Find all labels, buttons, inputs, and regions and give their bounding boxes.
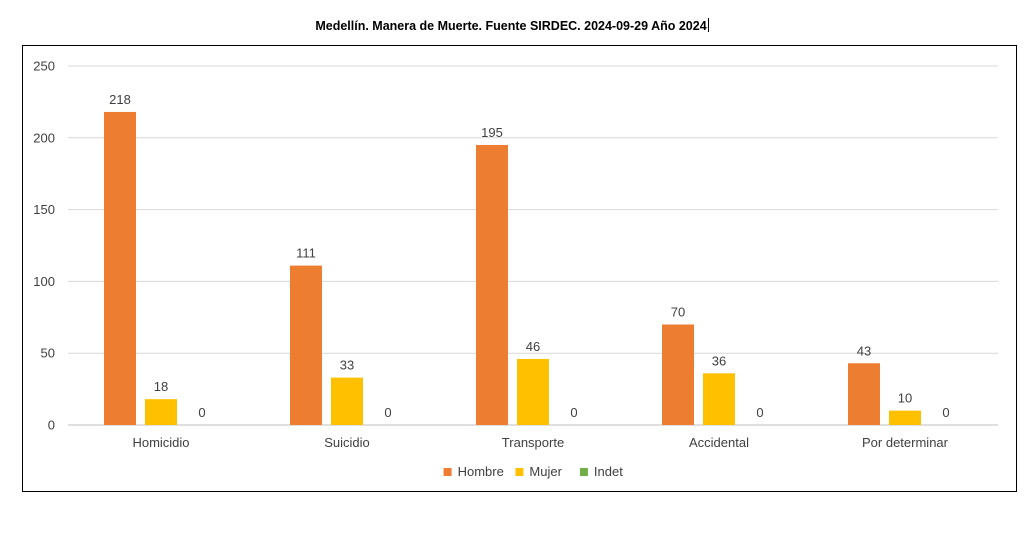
legend-swatch [579,468,588,476]
x-tick-label: Suicidio [324,435,370,450]
data-label: 0 [570,405,577,420]
y-tick-label: 250 [33,59,55,74]
bar [889,410,921,425]
x-tick-label: Accidental [689,435,749,450]
legend-swatch [443,468,452,476]
data-label: 70 [671,304,685,319]
data-label: 18 [154,379,168,394]
y-tick-label: 50 [41,346,55,361]
legend-swatch [515,468,524,476]
chart-title-text: Medellín. Manera de Muerte. Fuente SIRDE… [315,19,707,33]
data-label: 10 [898,391,912,406]
bar [331,377,363,425]
bar [848,363,880,425]
bar [662,324,694,425]
x-tick-label: Por determinar [862,435,949,450]
data-label: 0 [756,405,763,420]
data-label: 218 [109,92,131,107]
legend-label: Mujer [529,464,562,479]
legend-label: Indet [594,464,623,479]
x-tick-label: Transporte [502,435,564,450]
data-label: 36 [712,353,726,368]
chart-area: 0 50 100 150 200 250 218 18 0 Homicidio 111 33 0 Suic… [22,45,1017,492]
bar [703,373,735,425]
bar [476,144,508,425]
data-label: 0 [384,405,391,420]
y-tick-label: 0 [48,418,55,433]
bar-chart: 050100150200250218180Homicidio111330Suic… [33,59,998,479]
text-cursor [707,18,709,32]
bar [104,111,136,426]
y-tick-label: 100 [33,274,55,289]
data-label: 195 [481,125,503,140]
x-tick-label: Homicidio [132,435,189,450]
data-label: 33 [340,358,354,373]
data-label: 111 [296,246,316,261]
data-label: 46 [526,339,540,354]
bar [290,265,322,425]
chart-title: Medellín. Manera de Muerte. Fuente SIRDE… [0,18,1024,33]
y-tick-label: 150 [33,202,55,217]
data-label: 43 [857,343,871,358]
bar [517,358,549,425]
data-label: 0 [198,405,205,420]
data-label: 0 [942,405,949,420]
legend-label: Hombre [458,464,504,479]
y-tick-label: 200 [33,130,55,145]
bar [145,399,177,425]
